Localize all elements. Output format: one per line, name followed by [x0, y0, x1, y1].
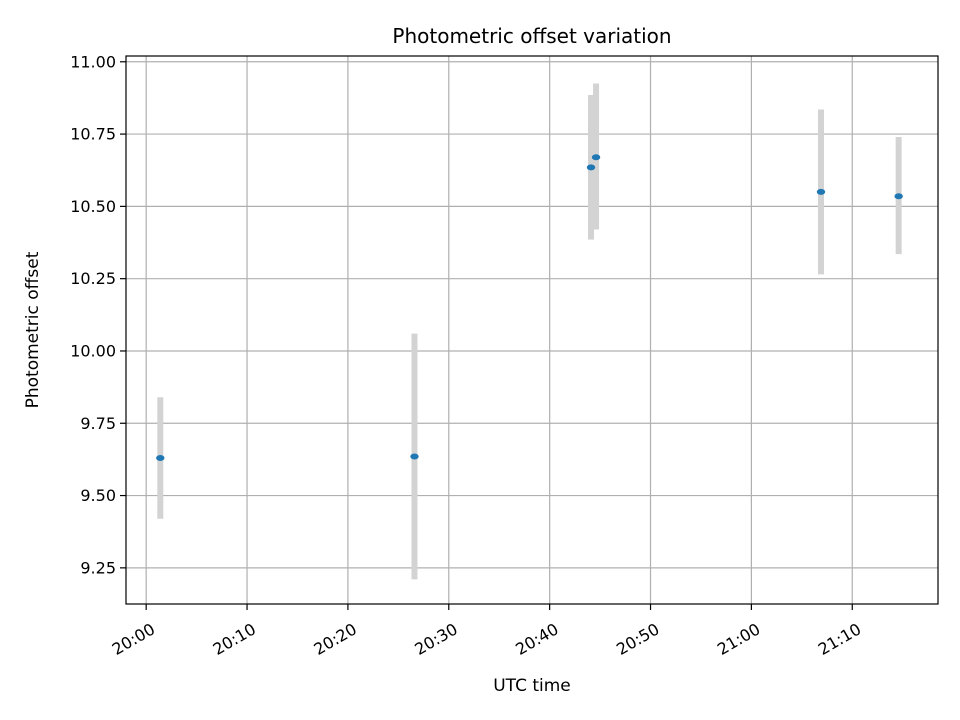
data-point: [591, 154, 601, 161]
y-tick-label: 10.25: [70, 269, 116, 288]
plot-data: [156, 83, 903, 580]
data-point: [816, 188, 826, 195]
y-tick-label: 10.50: [70, 197, 116, 216]
y-tick-label: 9.75: [80, 414, 116, 433]
data-point: [410, 453, 419, 460]
y-tick-label: 9.50: [80, 486, 116, 505]
chart-title: Photometric offset variation: [392, 24, 671, 48]
y-tick-label: 10.00: [70, 341, 116, 360]
data-point: [586, 164, 596, 171]
y-tick-label: 9.25: [80, 558, 116, 577]
y-tick-label: 11.00: [70, 52, 116, 71]
plot-frame: [125, 55, 939, 605]
data-point: [156, 454, 165, 461]
y-tick-label: 10.75: [70, 125, 116, 144]
x-axis-title: UTC time: [493, 676, 571, 696]
y-axis-title: Photometric offset: [23, 251, 43, 408]
data-point: [894, 193, 903, 200]
grid: [126, 56, 938, 604]
